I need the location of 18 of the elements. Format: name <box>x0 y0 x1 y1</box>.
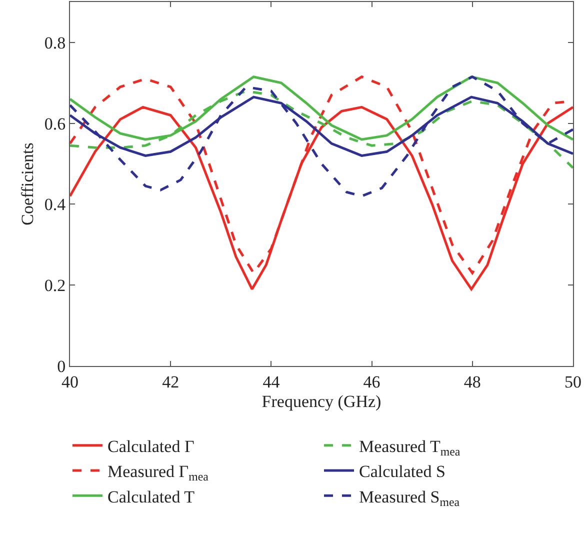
x-tick-label: 46 <box>363 372 380 392</box>
line-series <box>70 76 573 198</box>
x-axis-title: Frequency (GHz) <box>262 392 382 411</box>
y-axis-title: Coefficients <box>18 142 37 226</box>
legend-label: Calculated Γ <box>108 437 194 456</box>
x-tick-label: 50 <box>564 372 582 392</box>
x-tick-label: 42 <box>162 372 180 392</box>
x-tick-label: 48 <box>464 372 481 392</box>
y-tick-label: 0.4 <box>44 195 66 214</box>
y-tick-label: 0.2 <box>44 276 66 296</box>
y-tick-label: 0.6 <box>44 114 66 134</box>
y-tick-label: 0.8 <box>44 33 66 52</box>
x-tick-label: 44 <box>262 372 280 392</box>
legend-label: Measured T$_{mea}$ <box>359 437 461 459</box>
legend-label: Calculated T <box>108 487 196 506</box>
legend-label: Measured Γ$_{mea}$ <box>108 462 210 484</box>
legend-label: Measured S$_{mea}$ <box>359 487 460 509</box>
legend-label: Calculated S <box>359 462 446 482</box>
